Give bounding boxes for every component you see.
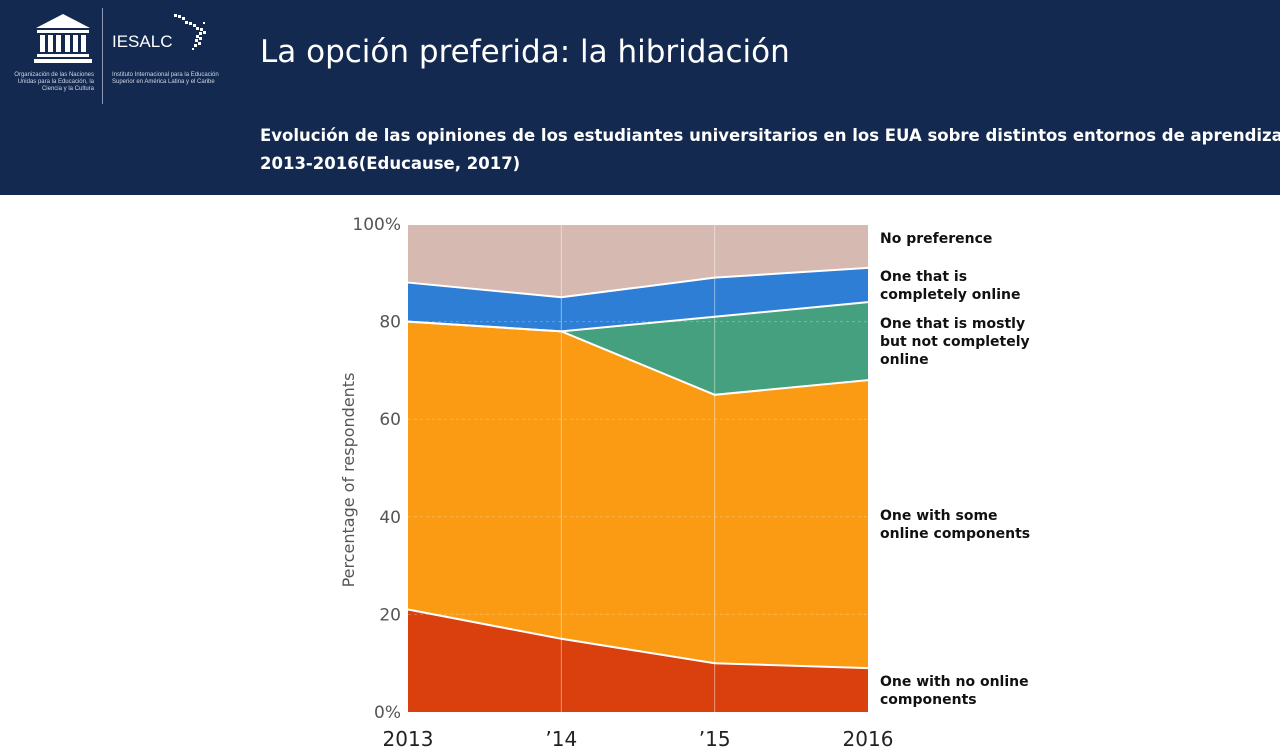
- y-tick-label: 80: [379, 313, 401, 333]
- legend-label-one-that-is-mostly-but-not-completely-online: One that is mostly but not completely onli…: [880, 316, 1030, 368]
- subtitle-line-2: 2013-2016(Educause, 2017): [260, 154, 521, 173]
- y-tick-label: 60: [379, 410, 401, 430]
- y-tick-label: 40: [379, 508, 401, 528]
- area-one-that-is-completely-online: [408, 267, 868, 332]
- y-tick-label: 20: [379, 605, 401, 625]
- chart-legend: No preference One that is completely onlin…: [880, 231, 1030, 708]
- x-tick-label: ’14: [545, 727, 577, 751]
- logo-divider: [102, 8, 103, 104]
- area-one-with-no-online-components: [408, 609, 868, 712]
- legend-label-line: One that is: [880, 269, 967, 285]
- y-tick-label: 100%: [352, 215, 401, 235]
- legend-label-line: online: [880, 352, 929, 368]
- boundary-one-that-is-completely-online: [407, 266, 869, 299]
- x-axis: 2013 ’14 ’15 2016: [383, 727, 894, 751]
- chart-areas: [408, 224, 868, 712]
- stacked-area-chart: 0% 20 40 60 80 100% 2013 ’14 ’15 2016 No prefere…: [339, 215, 1030, 751]
- legend-label-line: components: [880, 692, 977, 708]
- legend-label-one-with-no-online-components: One with no online components: [880, 674, 1029, 708]
- legend-label-line: online components: [880, 526, 1030, 542]
- y-axis-label: Percentage of respondents: [339, 373, 358, 588]
- area-no-preference: [408, 224, 868, 298]
- boundary-one-with-no-online-components: [407, 608, 869, 670]
- x-tick-label: 2013: [383, 727, 434, 751]
- legend-label-one-that-is-completely-online: One that is completely online: [880, 269, 1020, 303]
- unesco-org-text: Organización de las Naciones Unidas para…: [14, 72, 94, 92]
- unesco-temple-logo: [34, 14, 92, 63]
- logo-block: Organización de las Naciones Unidas para…: [8, 8, 228, 108]
- slide-header: Organización de las Naciones Unidas para…: [0, 0, 1280, 195]
- boundary-one-that-is-mostly-but-not-completely-online: [407, 301, 869, 333]
- legend-label-line: One with some: [880, 508, 998, 524]
- area-one-with-some-online-components: [408, 321, 868, 669]
- chart-outlines: [407, 223, 869, 670]
- iesalc-name: IESALC: [112, 32, 173, 51]
- subtitle-line-1: Evolución de las opiniones de los estudi…: [260, 126, 1280, 145]
- y-axis: 0% 20 40 60 80 100%: [352, 215, 401, 723]
- legend-label-line: One with no online: [880, 674, 1029, 690]
- page-title: La opción preferida: la hibridación: [260, 34, 790, 70]
- area-one-that-is-mostly-but-not-completely-online: [408, 302, 868, 395]
- x-tick-label: 2016: [843, 727, 894, 751]
- legend-label-line: One that is mostly: [880, 316, 1025, 332]
- legend-label-one-with-some-online-components: One with some online components: [880, 508, 1030, 542]
- legend-label-no-preference: No preference: [880, 231, 992, 247]
- y-tick-label: 0%: [374, 703, 401, 723]
- legend-label-line: but not completely: [880, 334, 1030, 350]
- chart-gridlines: [408, 224, 868, 712]
- iesalc-text: Instituto Internacional para la Educació…: [112, 72, 219, 85]
- legend-label-line: No preference: [880, 231, 992, 247]
- latin-america-map-icon: [174, 14, 206, 50]
- legend-label-line: completely online: [880, 287, 1020, 303]
- x-tick-label: ’15: [699, 727, 731, 751]
- page-subtitle: Evolución de las opiniones de los estudi…: [260, 122, 1280, 178]
